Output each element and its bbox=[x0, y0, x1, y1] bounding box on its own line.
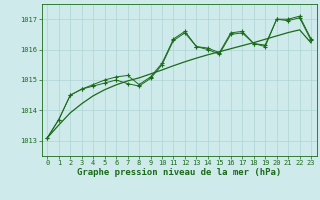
X-axis label: Graphe pression niveau de la mer (hPa): Graphe pression niveau de la mer (hPa) bbox=[77, 168, 281, 177]
